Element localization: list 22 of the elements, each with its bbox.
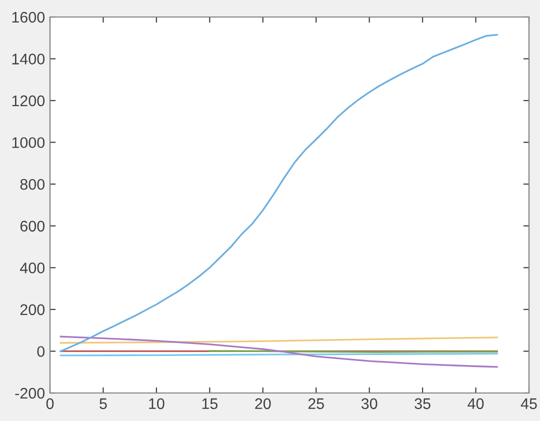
x-tick-label: 15 (202, 398, 218, 410)
x-tick-label: 45 (520, 398, 537, 410)
x-tick-label: 35 (414, 398, 430, 410)
y-tick-label: 200 (20, 304, 45, 316)
y-tick-label: 1600 (12, 12, 45, 23)
x-tick-label: 25 (308, 398, 324, 410)
x-tick-label: 0 (46, 398, 54, 410)
x-tick-label: 30 (361, 398, 378, 410)
y-tick-label: -200 (15, 388, 45, 399)
y-tick-label: 1400 (12, 54, 45, 64)
line-series (60, 336, 498, 368)
x-tick-label: 10 (149, 398, 164, 410)
x-tick-label: 40 (468, 398, 484, 410)
y-tick-label: 1200 (12, 95, 45, 106)
y-tick-label: 600 (20, 220, 45, 232)
x-tick-label: 5 (100, 398, 107, 410)
y-tick-label: 400 (20, 262, 45, 274)
y-tick-label: 0 (37, 346, 45, 357)
y-tick-label: 800 (20, 178, 45, 190)
x-tick-label: 20 (255, 398, 271, 410)
y-tick-label: 1000 (12, 137, 45, 148)
line-series (60, 34, 498, 352)
